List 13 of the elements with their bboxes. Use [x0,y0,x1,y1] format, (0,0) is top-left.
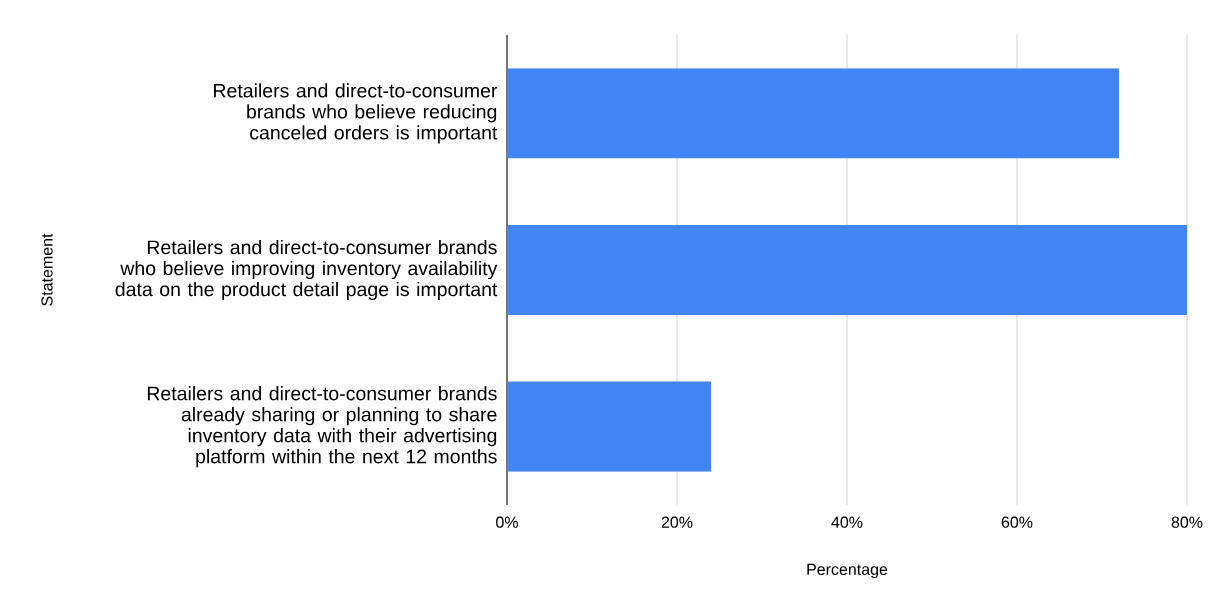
bar [507,381,711,472]
x-tick-label: 80% [1171,516,1203,528]
bar [507,68,1119,159]
x-axis-title: Percentage [807,563,888,579]
bar [507,224,1187,316]
y-axis-title: Statement [41,233,53,306]
x-tick-label: 20% [661,516,693,528]
y-tick-label: Retailers and direct-to-consumer brands already sharing or planning to share inventory data with their advertising platform within the next 12 months [147,386,497,468]
x-tick-label: 60% [1001,516,1033,528]
x-tick-label: 0% [496,516,518,528]
y-tick-label: Retailers and direct-to-consumer brands who believe improving inventory availability data on the product detail page is important [115,239,498,301]
x-tick-label: 40% [831,516,863,528]
y-tick-label: Retailers and direct-to-consumer brands who believe reducing canceled orders is important [214,83,498,144]
